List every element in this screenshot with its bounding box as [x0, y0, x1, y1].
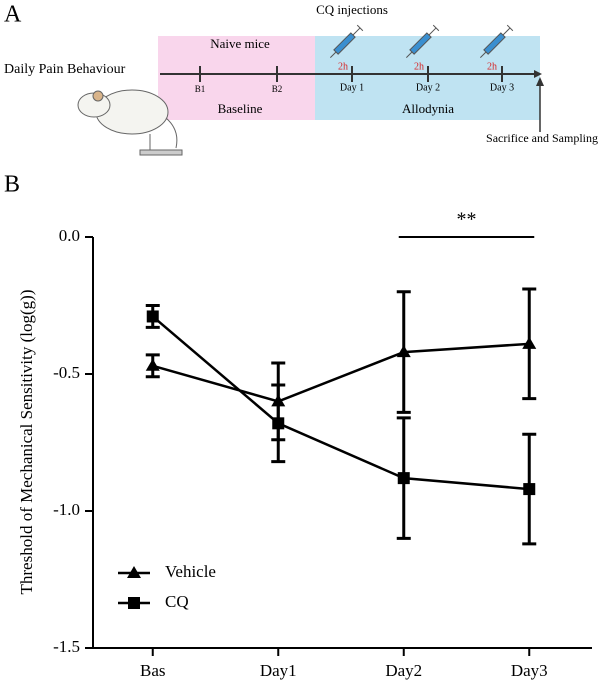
tick-label: Day 3 [490, 82, 514, 93]
baseline-region [158, 36, 315, 120]
marker [127, 566, 141, 578]
phase-label: Baseline [218, 101, 263, 116]
series-line [152, 342, 530, 403]
tick-label: Day 2 [416, 82, 440, 93]
x-tick-label: Day2 [385, 661, 422, 680]
panel-label: A [4, 2, 22, 28]
x-tick-label: Day1 [260, 661, 297, 680]
end-label: Sacrifice and Sampling [486, 131, 598, 145]
y-axis-title: Threshold of Mechanical Sensitivity (log… [17, 290, 36, 595]
y-tick-label: 0.0 [59, 226, 80, 245]
marker [397, 472, 410, 485]
naive-label: Naive mice [210, 36, 270, 51]
x-tick-label: Day3 [511, 661, 548, 680]
significance-label: ** [457, 209, 477, 231]
injection-label: CQ injections [316, 2, 388, 17]
y-tick-label: -0.5 [53, 363, 80, 382]
legend-label: CQ [165, 592, 189, 611]
end-arrowhead [536, 77, 544, 86]
marker [272, 417, 285, 430]
timeline-label: Daily Pain Behaviour [4, 62, 126, 77]
series-line [151, 315, 530, 491]
interval-label: 2h [414, 61, 424, 72]
marker [523, 483, 536, 496]
timeline-arrow [534, 70, 542, 78]
syringes [329, 24, 514, 59]
legend-label: Vehicle [165, 562, 216, 581]
phase-label: Allodynia [402, 101, 454, 116]
tick-label: B1 [195, 84, 206, 94]
panel-label: B [4, 172, 20, 198]
rat-illustration [77, 89, 183, 156]
marker [128, 597, 140, 609]
marker [396, 345, 411, 358]
y-tick-label: -1.0 [53, 500, 80, 519]
x-tick-label: Bas [140, 661, 166, 680]
tick-label: Day 1 [340, 82, 364, 93]
interval-label: 2h [487, 61, 497, 72]
marker [145, 358, 160, 371]
timeline-ticks [199, 66, 503, 82]
marker [146, 310, 159, 323]
interval-label: 2h [338, 61, 348, 72]
marker [522, 336, 537, 349]
tick-label: B2 [272, 84, 283, 94]
y-tick-label: -1.5 [53, 637, 80, 656]
